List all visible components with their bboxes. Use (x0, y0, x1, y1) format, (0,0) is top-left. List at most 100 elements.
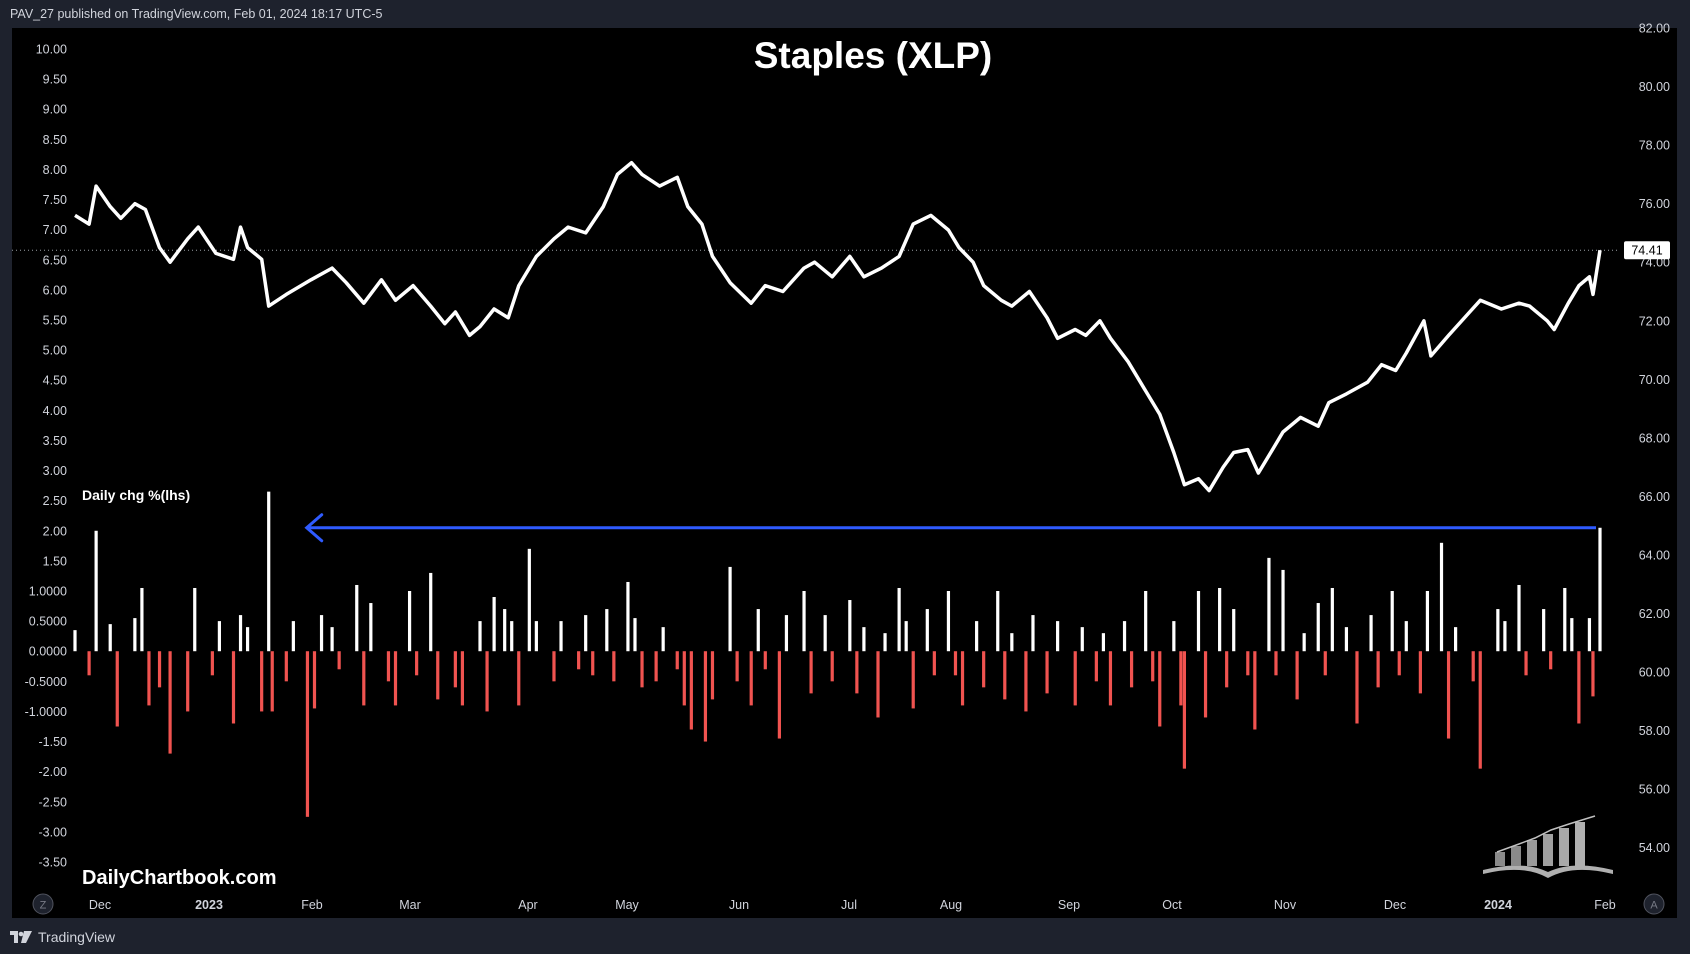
x-tick-label: Jun (729, 898, 749, 912)
daily-change-bar (946, 591, 951, 652)
x-tick-label: Aug (940, 898, 962, 912)
daily-change-bar (1549, 651, 1553, 670)
daily-change-bar (436, 651, 440, 700)
right-tick-label: 58.00 (1639, 724, 1670, 738)
right-tick-label: 56.00 (1639, 783, 1670, 797)
left-tick-label: 5.50 (43, 314, 67, 328)
daily-change-bar (1122, 621, 1127, 652)
daily-change-bar (1094, 651, 1098, 682)
left-tick-label: 1.50 (43, 554, 67, 568)
daily-change-bar (1355, 651, 1359, 724)
daily-change-bar (830, 651, 834, 682)
daily-change-bar (1182, 651, 1187, 769)
daily-change-bar (728, 566, 732, 652)
right-tick-label: 72.00 (1639, 314, 1670, 328)
daily-change-bar (1542, 609, 1546, 652)
right-tick-label: 66.00 (1639, 490, 1670, 504)
auto-scale-button[interactable]: A (1643, 893, 1665, 915)
daily-change-bar (1056, 621, 1060, 652)
daily-change-bar (591, 651, 595, 676)
daily-change-bar (982, 651, 986, 688)
daily-change-bar (115, 651, 119, 727)
daily-change-bar (305, 651, 310, 817)
daily-change-bar (186, 651, 190, 712)
daily-change-bar (1302, 633, 1306, 652)
left-tick-label: 3.50 (43, 434, 67, 448)
daily-change-bar (1376, 651, 1380, 688)
tradingview-brand: TradingView (38, 929, 116, 945)
right-tick-label: 80.00 (1639, 80, 1670, 94)
footer: TradingView (10, 929, 115, 945)
daily-change-bar (1577, 651, 1581, 724)
left-tick-label: 6.50 (43, 253, 67, 267)
daily-change-bar (689, 651, 693, 730)
daily-change-bar (802, 591, 806, 652)
daily-change-bar (94, 530, 98, 652)
right-tick-label: 64.00 (1639, 548, 1670, 562)
left-tick-label: 8.50 (43, 133, 67, 147)
right-tick-label: 82.00 (1639, 22, 1670, 36)
x-tick-label: Mar (399, 898, 421, 912)
left-tick-label: 4.00 (43, 404, 67, 418)
daily-change-bar (1390, 591, 1394, 652)
daily-change-bar (1281, 569, 1285, 652)
daily-change-bar (291, 621, 295, 652)
daily-change-bar (1158, 651, 1162, 727)
daily-change-bar (1598, 527, 1602, 652)
right-tick-label: 60.00 (1639, 666, 1670, 680)
daily-change-bar (1418, 651, 1422, 694)
arrow-annotation (304, 513, 1596, 543)
x-tick-label: May (615, 898, 639, 912)
right-tick-label: 68.00 (1639, 431, 1670, 445)
daily-change-bar (661, 627, 665, 652)
daily-change-bar (584, 615, 588, 652)
right-tick-label: 70.00 (1639, 373, 1670, 387)
daily-change-bar (210, 651, 214, 676)
left-tick-label: 2.00 (43, 524, 67, 538)
daily-change-bar (284, 651, 288, 682)
dailychartbook-logo (1483, 815, 1613, 878)
daily-change-bar (735, 651, 739, 682)
daily-change-bar (682, 651, 686, 706)
daily-change-bar (1274, 651, 1278, 676)
daily-change-bar (1478, 651, 1482, 769)
daily-change-bar (675, 651, 679, 670)
auto-scale-button-label: A (1650, 900, 1658, 912)
daily-change-bar (478, 621, 482, 652)
daily-change-bar (960, 651, 965, 706)
x-tick-label: Jul (841, 898, 857, 912)
daily-change-bar (453, 651, 457, 688)
daily-change-bar (823, 615, 827, 652)
daily-change-bar (809, 651, 813, 694)
daily-change-bar (429, 572, 433, 652)
daily-change-bar (1316, 603, 1320, 652)
daily-change-bar (1080, 627, 1084, 652)
daily-change-bar (1323, 651, 1327, 676)
left-tick-label: 3.00 (43, 464, 67, 478)
daily-change-bar (415, 651, 419, 676)
x-axis: Dec 2023 Feb Mar Apr May Jun Jul Aug Sep Oct Nov Dec… (89, 898, 1616, 912)
daily-change-bar (1267, 557, 1271, 652)
daily-change-bar (996, 591, 1000, 652)
zoom-button-left-label: Z (40, 900, 47, 912)
daily-change-bar (904, 621, 908, 652)
daily-change-bar (133, 618, 137, 652)
daily-change-bar (1203, 651, 1208, 718)
left-tick-label: -2.00 (39, 765, 68, 779)
daily-change-bar (1151, 651, 1155, 682)
daily-change-bar (1496, 609, 1500, 652)
left-tick-label: 7.00 (43, 223, 67, 237)
left-tick-label: 8.00 (43, 163, 67, 177)
left-tick-label: 4.50 (43, 374, 67, 388)
daily-change-bar (1172, 621, 1176, 652)
zoom-button-left[interactable]: Z (32, 893, 54, 915)
daily-change-bar (157, 651, 162, 688)
daily-change-bar (1503, 621, 1507, 652)
left-tick-label: 5.00 (43, 344, 67, 358)
last-price-badge: 74.41 (1624, 241, 1670, 260)
daily-change-bar (710, 651, 715, 700)
daily-change-bar (1246, 651, 1250, 676)
x-tick-label: Sep (1058, 898, 1080, 912)
daily-change-bar (1101, 633, 1106, 652)
left-tick-label: 7.50 (43, 193, 67, 207)
